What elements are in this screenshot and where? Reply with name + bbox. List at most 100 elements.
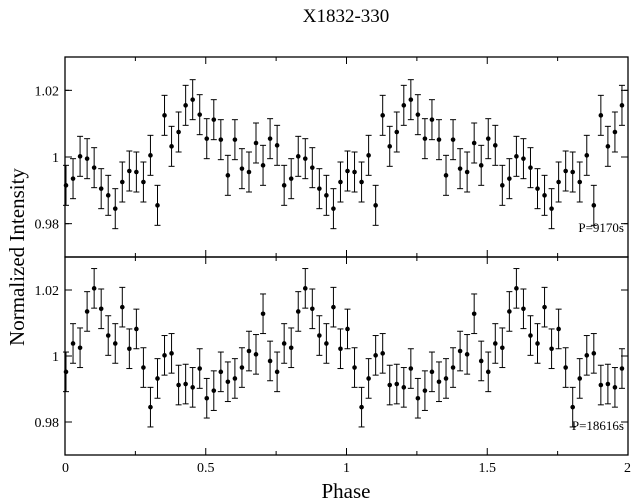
data-point — [197, 366, 203, 371]
period-annotation: P=9170s — [578, 220, 624, 235]
data-point — [204, 136, 210, 141]
data-point — [141, 365, 146, 370]
data-point — [183, 381, 188, 387]
y-tick-label: 0.98 — [35, 218, 60, 233]
data-point — [401, 103, 407, 108]
data-point — [521, 156, 526, 161]
data-point — [542, 193, 547, 198]
y-tick-label: 1 — [52, 151, 59, 166]
x-tick-label: 0 — [62, 461, 69, 476]
data-point — [563, 168, 568, 174]
data-point — [359, 404, 364, 410]
data-point — [105, 193, 111, 198]
x-tick-label: 1 — [343, 461, 350, 476]
data-point — [584, 153, 590, 158]
data-point — [591, 351, 597, 356]
data-point — [302, 156, 308, 161]
data-point — [225, 379, 231, 385]
data-point — [535, 341, 540, 346]
data-point — [570, 404, 575, 410]
data-point — [485, 369, 491, 375]
data-point — [528, 333, 533, 338]
data-point — [176, 382, 181, 388]
data-point — [148, 153, 153, 158]
data-point — [225, 173, 231, 178]
plot-frame — [64, 256, 629, 456]
data-point — [324, 341, 329, 346]
data-point — [120, 179, 125, 185]
data-point — [77, 154, 83, 159]
data-point — [232, 137, 238, 142]
data-point — [211, 117, 217, 122]
data-point — [380, 351, 385, 356]
data-point — [70, 176, 76, 181]
data-point — [310, 306, 315, 312]
data-point — [338, 346, 343, 352]
data-point — [310, 165, 315, 170]
data-point — [324, 193, 329, 198]
data-point — [183, 103, 188, 108]
data-point — [366, 153, 371, 158]
data-point — [134, 169, 139, 175]
x-axis-label: Phase — [322, 479, 371, 502]
data-point — [373, 353, 378, 358]
data-point — [394, 381, 400, 387]
data-point — [429, 117, 435, 122]
chart-title: X1832-330 — [303, 6, 390, 27]
data-point — [450, 137, 456, 142]
data-point — [338, 179, 343, 185]
data-point — [63, 369, 69, 375]
data-point — [148, 404, 153, 410]
data-point — [556, 179, 561, 185]
data-point — [218, 137, 224, 142]
data-point — [394, 129, 400, 135]
data-point — [317, 186, 322, 191]
data-point — [443, 376, 449, 381]
data-point — [120, 304, 125, 310]
data-point — [436, 137, 442, 142]
data-point — [408, 366, 414, 371]
data-point — [598, 113, 604, 118]
data-point — [542, 304, 547, 310]
data-point — [267, 358, 273, 364]
data-point — [127, 168, 132, 174]
data-point — [190, 97, 195, 102]
data-point — [91, 286, 97, 291]
data-point — [345, 168, 350, 174]
data-point — [415, 112, 421, 117]
data-point — [288, 345, 294, 351]
data-point — [155, 203, 160, 208]
data-point — [492, 143, 498, 148]
data-point — [253, 140, 259, 146]
data-point — [584, 353, 590, 358]
data-point — [591, 203, 597, 208]
data-point — [260, 163, 266, 168]
data-point — [98, 186, 104, 191]
y-tick-label: 1.02 — [35, 84, 60, 99]
data-point — [387, 144, 393, 149]
data-point — [84, 309, 90, 314]
data-point — [605, 144, 611, 149]
data-point — [429, 369, 435, 375]
data-point — [267, 136, 273, 141]
data-point — [274, 369, 280, 375]
data-point — [380, 113, 385, 118]
data-point — [549, 346, 554, 352]
data-point — [500, 183, 505, 188]
data-point — [98, 306, 104, 312]
data-point — [464, 169, 470, 175]
top-panel: 0.98 1 1.02 P=9170s — [35, 56, 629, 258]
period-annotation: P=18616s — [572, 418, 624, 433]
data-point — [155, 376, 160, 381]
data-point — [63, 183, 69, 188]
data-point — [141, 179, 146, 185]
data-point — [239, 166, 245, 171]
y-tick-label: 1.02 — [35, 284, 60, 299]
data-point — [112, 341, 118, 346]
data-point — [295, 154, 301, 159]
data-point — [162, 353, 167, 358]
data-point — [134, 326, 139, 332]
data-point — [570, 169, 575, 175]
data-point — [295, 309, 301, 314]
x-tick-label: 1.5 — [479, 461, 497, 476]
